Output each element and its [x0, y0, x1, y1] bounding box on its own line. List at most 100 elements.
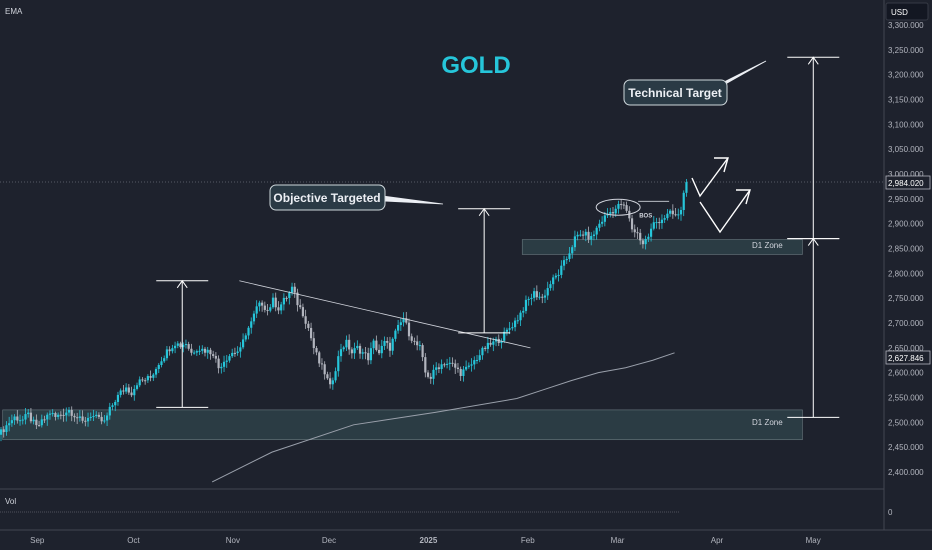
- candle-down: [296, 292, 299, 306]
- candle-down: [144, 380, 147, 382]
- candle-up: [579, 234, 582, 236]
- candle-down: [127, 387, 130, 393]
- price-tick-label: 3,150.000: [888, 96, 924, 105]
- candle-down: [70, 409, 73, 416]
- candle-up: [160, 361, 163, 365]
- indicator-label[interactable]: EMA: [5, 7, 23, 16]
- candle-down: [304, 316, 307, 324]
- price-tick-label: 2,700.000: [888, 319, 924, 328]
- currency-box[interactable]: [885, 2, 929, 21]
- candle-up: [48, 413, 52, 415]
- projection-arrowhead: [176, 279, 188, 289]
- candle-up: [255, 306, 258, 314]
- candle-down: [451, 362, 454, 364]
- candle-down: [76, 417, 79, 419]
- candle-up: [222, 361, 226, 367]
- last-price-box: [885, 175, 931, 190]
- candle-down: [410, 336, 413, 341]
- candle-down: [54, 413, 57, 417]
- candle-down: [413, 340, 416, 342]
- candle-down: [29, 412, 33, 422]
- volume-axis-value: 0: [888, 508, 893, 517]
- candle-up: [568, 253, 571, 259]
- candle-down: [625, 205, 628, 211]
- projection-4: [787, 56, 840, 240]
- candle-up: [432, 369, 435, 379]
- candle-up: [220, 366, 223, 369]
- candle-up: [182, 344, 185, 348]
- candle-up: [562, 260, 566, 266]
- date-tick-label: Mar: [611, 536, 625, 545]
- candle-up: [282, 297, 285, 305]
- technical-target-callout[interactable]: Technical Target: [623, 60, 767, 106]
- candle-up: [119, 390, 122, 395]
- candle-up: [8, 423, 11, 426]
- price-tick-label: 2,950.000: [888, 195, 924, 204]
- candle-down: [620, 203, 623, 205]
- price-tick-label: 2,550.000: [888, 394, 924, 403]
- candle-up: [0, 429, 3, 435]
- candle-down: [37, 425, 41, 427]
- objective-targeted-callout[interactable]: Objective Targeted: [269, 184, 444, 211]
- candle-up: [503, 331, 506, 341]
- candle-up: [247, 327, 250, 336]
- candle-up: [108, 406, 111, 416]
- candle-up: [573, 236, 577, 248]
- candle-up: [383, 340, 386, 346]
- candle-up: [614, 208, 617, 214]
- candle-up: [647, 236, 650, 239]
- candle-up: [543, 295, 547, 298]
- candle-up: [380, 345, 383, 354]
- candle-up: [57, 414, 60, 417]
- candle-up: [609, 212, 612, 214]
- candle-up: [435, 367, 438, 370]
- candle-down: [424, 357, 427, 373]
- lower-zone-label-group: D1 Zone: [752, 418, 783, 427]
- candle-down: [416, 341, 419, 346]
- candle-up: [549, 284, 552, 289]
- price-tick-label: 2,800.000: [888, 269, 924, 278]
- candle-up: [133, 388, 136, 396]
- candle-up: [250, 321, 253, 328]
- time-axis[interactable]: Sep Oct Nov Dec 2025 Feb Mar Apr May: [30, 536, 821, 545]
- candle-down: [293, 286, 296, 293]
- candle-down: [318, 352, 321, 364]
- objective-targeted-text: Objective Targeted: [273, 191, 380, 205]
- candle-up: [13, 416, 16, 421]
- price-tick-label: 3,050.000: [888, 145, 924, 154]
- ema-line: [211, 352, 675, 483]
- price-tick-label: 2,900.000: [888, 220, 924, 229]
- candle-up: [290, 286, 294, 293]
- candle-up: [10, 420, 13, 424]
- candle-down: [233, 352, 237, 354]
- date-tick-label: 2025: [420, 536, 438, 545]
- candle-up: [32, 419, 35, 422]
- price-axis[interactable]: 3,300.000 3,250.000 3,200.000 3,150.000 3,10…: [888, 21, 924, 477]
- candle-down: [73, 415, 76, 418]
- candle-down: [489, 342, 492, 345]
- candle-up: [146, 376, 149, 381]
- candle-up: [554, 275, 557, 278]
- last-price-tag: 2,984.020: [885, 175, 931, 190]
- candle-up: [206, 349, 209, 353]
- candle-layer: [0, 179, 688, 442]
- candle-up: [462, 369, 465, 376]
- candle-up: [135, 385, 139, 389]
- candle-up: [649, 228, 653, 237]
- candle-down: [214, 355, 217, 359]
- candle-down: [426, 372, 430, 377]
- candle-down: [421, 345, 424, 358]
- date-tick-label: May: [806, 536, 821, 545]
- candle-up: [198, 350, 201, 352]
- candle-up: [473, 360, 476, 365]
- candle-up: [666, 213, 669, 219]
- date-tick-label: Sep: [30, 536, 45, 545]
- candle-up: [244, 335, 247, 340]
- candle-down: [386, 340, 389, 343]
- candle-up: [685, 182, 688, 193]
- candle-up: [481, 347, 484, 356]
- candle-down: [587, 231, 590, 240]
- d1-zone-1: [521, 239, 803, 255]
